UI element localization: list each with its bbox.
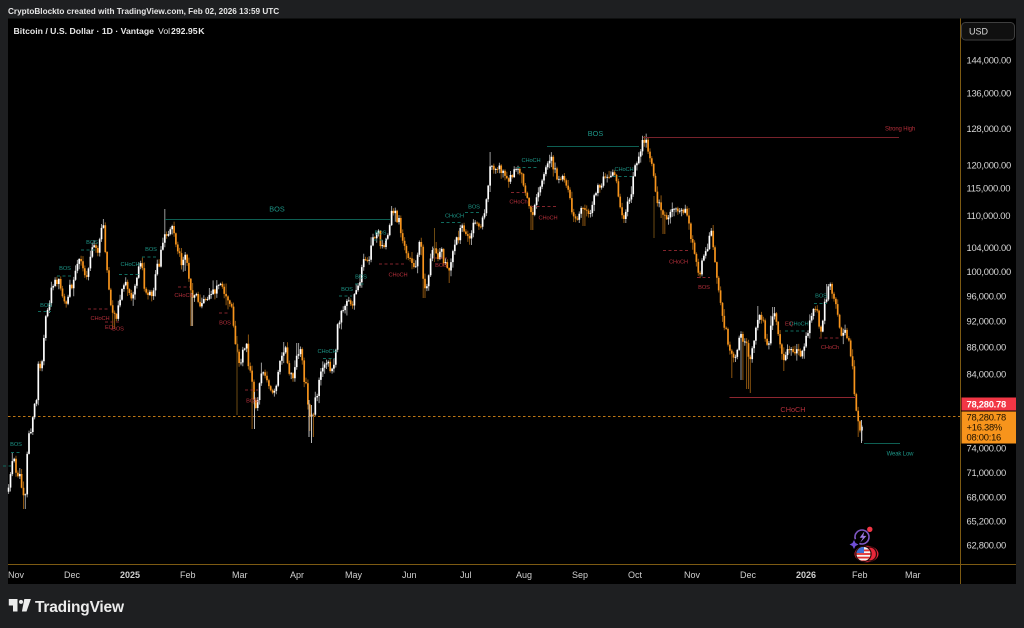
svg-text:CHoCH: CHoCH [780,405,805,414]
svg-text:144,000.00: 144,000.00 [967,55,1011,66]
svg-text:BOS: BOS [86,240,98,246]
svg-text:CHoCh: CHoCh [174,293,192,299]
svg-text:Jun: Jun [402,570,417,580]
svg-text:Mar: Mar [905,570,921,580]
svg-text:BOS: BOS [246,399,258,405]
svg-text:84,000.00: 84,000.00 [967,369,1006,380]
svg-text:BOS: BOS [40,303,52,309]
svg-text:Jul: Jul [460,570,472,580]
svg-text:Feb: Feb [180,570,196,580]
svg-text:BOS: BOS [815,294,827,300]
svg-text:BOS: BOS [698,285,710,291]
svg-text:BOS: BOS [355,275,367,281]
svg-text:BOS: BOS [588,129,604,138]
svg-text:Bitcoin / U.S. Dollar · 1D · V: Bitcoin / U.S. Dollar · 1D · Vantage [14,26,155,36]
svg-text:Strong High: Strong High [885,127,915,133]
svg-text:CHoCH: CHoCH [521,158,540,164]
svg-text:CHoCH: CHoCH [445,214,464,220]
svg-text:BOS: BOS [219,321,231,327]
svg-text:78,280.78: 78,280.78 [967,412,1006,423]
svg-text:Apr: Apr [290,570,304,580]
svg-text:96,000.00: 96,000.00 [967,291,1006,302]
svg-text:CHoCh: CHoCh [821,345,839,351]
svg-text:Dec: Dec [740,570,757,580]
svg-text:62,800.00: 62,800.00 [967,540,1006,551]
svg-text:Vol: Vol [158,26,170,36]
svg-text:2026: 2026 [796,570,816,580]
svg-text:CHoCH: CHoCH [614,167,633,173]
svg-text:CHoCH: CHoCH [120,262,139,268]
svg-text:+16.38%: +16.38% [967,422,1003,433]
svg-text:08:00:16: 08:00:16 [967,432,1002,443]
svg-text:Dec: Dec [64,570,81,580]
svg-text:128,000.00: 128,000.00 [967,123,1011,134]
svg-text:74,000.00: 74,000.00 [967,443,1006,454]
svg-text:65,200.00: 65,200.00 [967,516,1006,527]
svg-text:BOS: BOS [269,205,285,214]
svg-text:Sep: Sep [572,570,588,580]
svg-text:BOS: BOS [59,266,71,272]
svg-text:EQ: EQ [785,322,794,328]
svg-text:104,000.00: 104,000.00 [967,242,1011,253]
svg-text:BOS: BOS [341,287,353,293]
svg-text:120,000.00: 120,000.00 [967,160,1011,171]
svg-text:78,280.78: 78,280.78 [967,399,1006,410]
svg-text:CryptoBlockto created with Tra: CryptoBlockto created with TradingView.c… [8,7,279,16]
svg-text:BOS: BOS [375,231,387,237]
svg-text:CHoCH: CHoCH [388,273,407,279]
svg-text:CHoCH: CHoCH [789,322,808,328]
svg-text:68,000.00: 68,000.00 [967,492,1006,503]
svg-text:110,000.00: 110,000.00 [967,210,1011,221]
svg-text:EQ: EQ [105,325,114,331]
svg-text:2025: 2025 [120,570,140,580]
svg-text:Oct: Oct [628,570,643,580]
svg-text:136,000.00: 136,000.00 [967,88,1011,99]
svg-text:Nov: Nov [8,570,25,580]
svg-text:May: May [345,570,363,580]
svg-text:CHoCH: CHoCH [317,349,336,355]
svg-text:BOS: BOS [10,442,22,448]
svg-text:Mar: Mar [232,570,248,580]
svg-text:88,000.00: 88,000.00 [967,342,1006,353]
svg-text:TradingView: TradingView [35,599,125,616]
svg-text:BOS: BOS [468,205,480,211]
svg-text:71,000.00: 71,000.00 [967,467,1006,478]
svg-text:BOS: BOS [112,327,124,333]
svg-text:Aug: Aug [516,570,532,580]
svg-text:CHoCh: CHoCh [509,200,527,206]
svg-text:BOS: BOS [435,263,447,269]
svg-text:Nov: Nov [684,570,701,580]
svg-text:292.95 K: 292.95 K [171,26,205,36]
svg-text:CHoCH: CHoCH [538,216,557,222]
svg-text:Feb: Feb [852,570,868,580]
svg-text:CHoCH: CHoCH [90,316,109,322]
svg-text:100,000.00: 100,000.00 [967,266,1011,277]
svg-text:Weak Low: Weak Low [887,452,915,458]
svg-text:BOS: BOS [145,247,157,253]
svg-text:USD: USD [969,27,989,37]
svg-text:115,000.00: 115,000.00 [967,183,1011,194]
svg-text:92,000.00: 92,000.00 [967,316,1006,327]
svg-text:CHoCH: CHoCH [669,260,688,266]
